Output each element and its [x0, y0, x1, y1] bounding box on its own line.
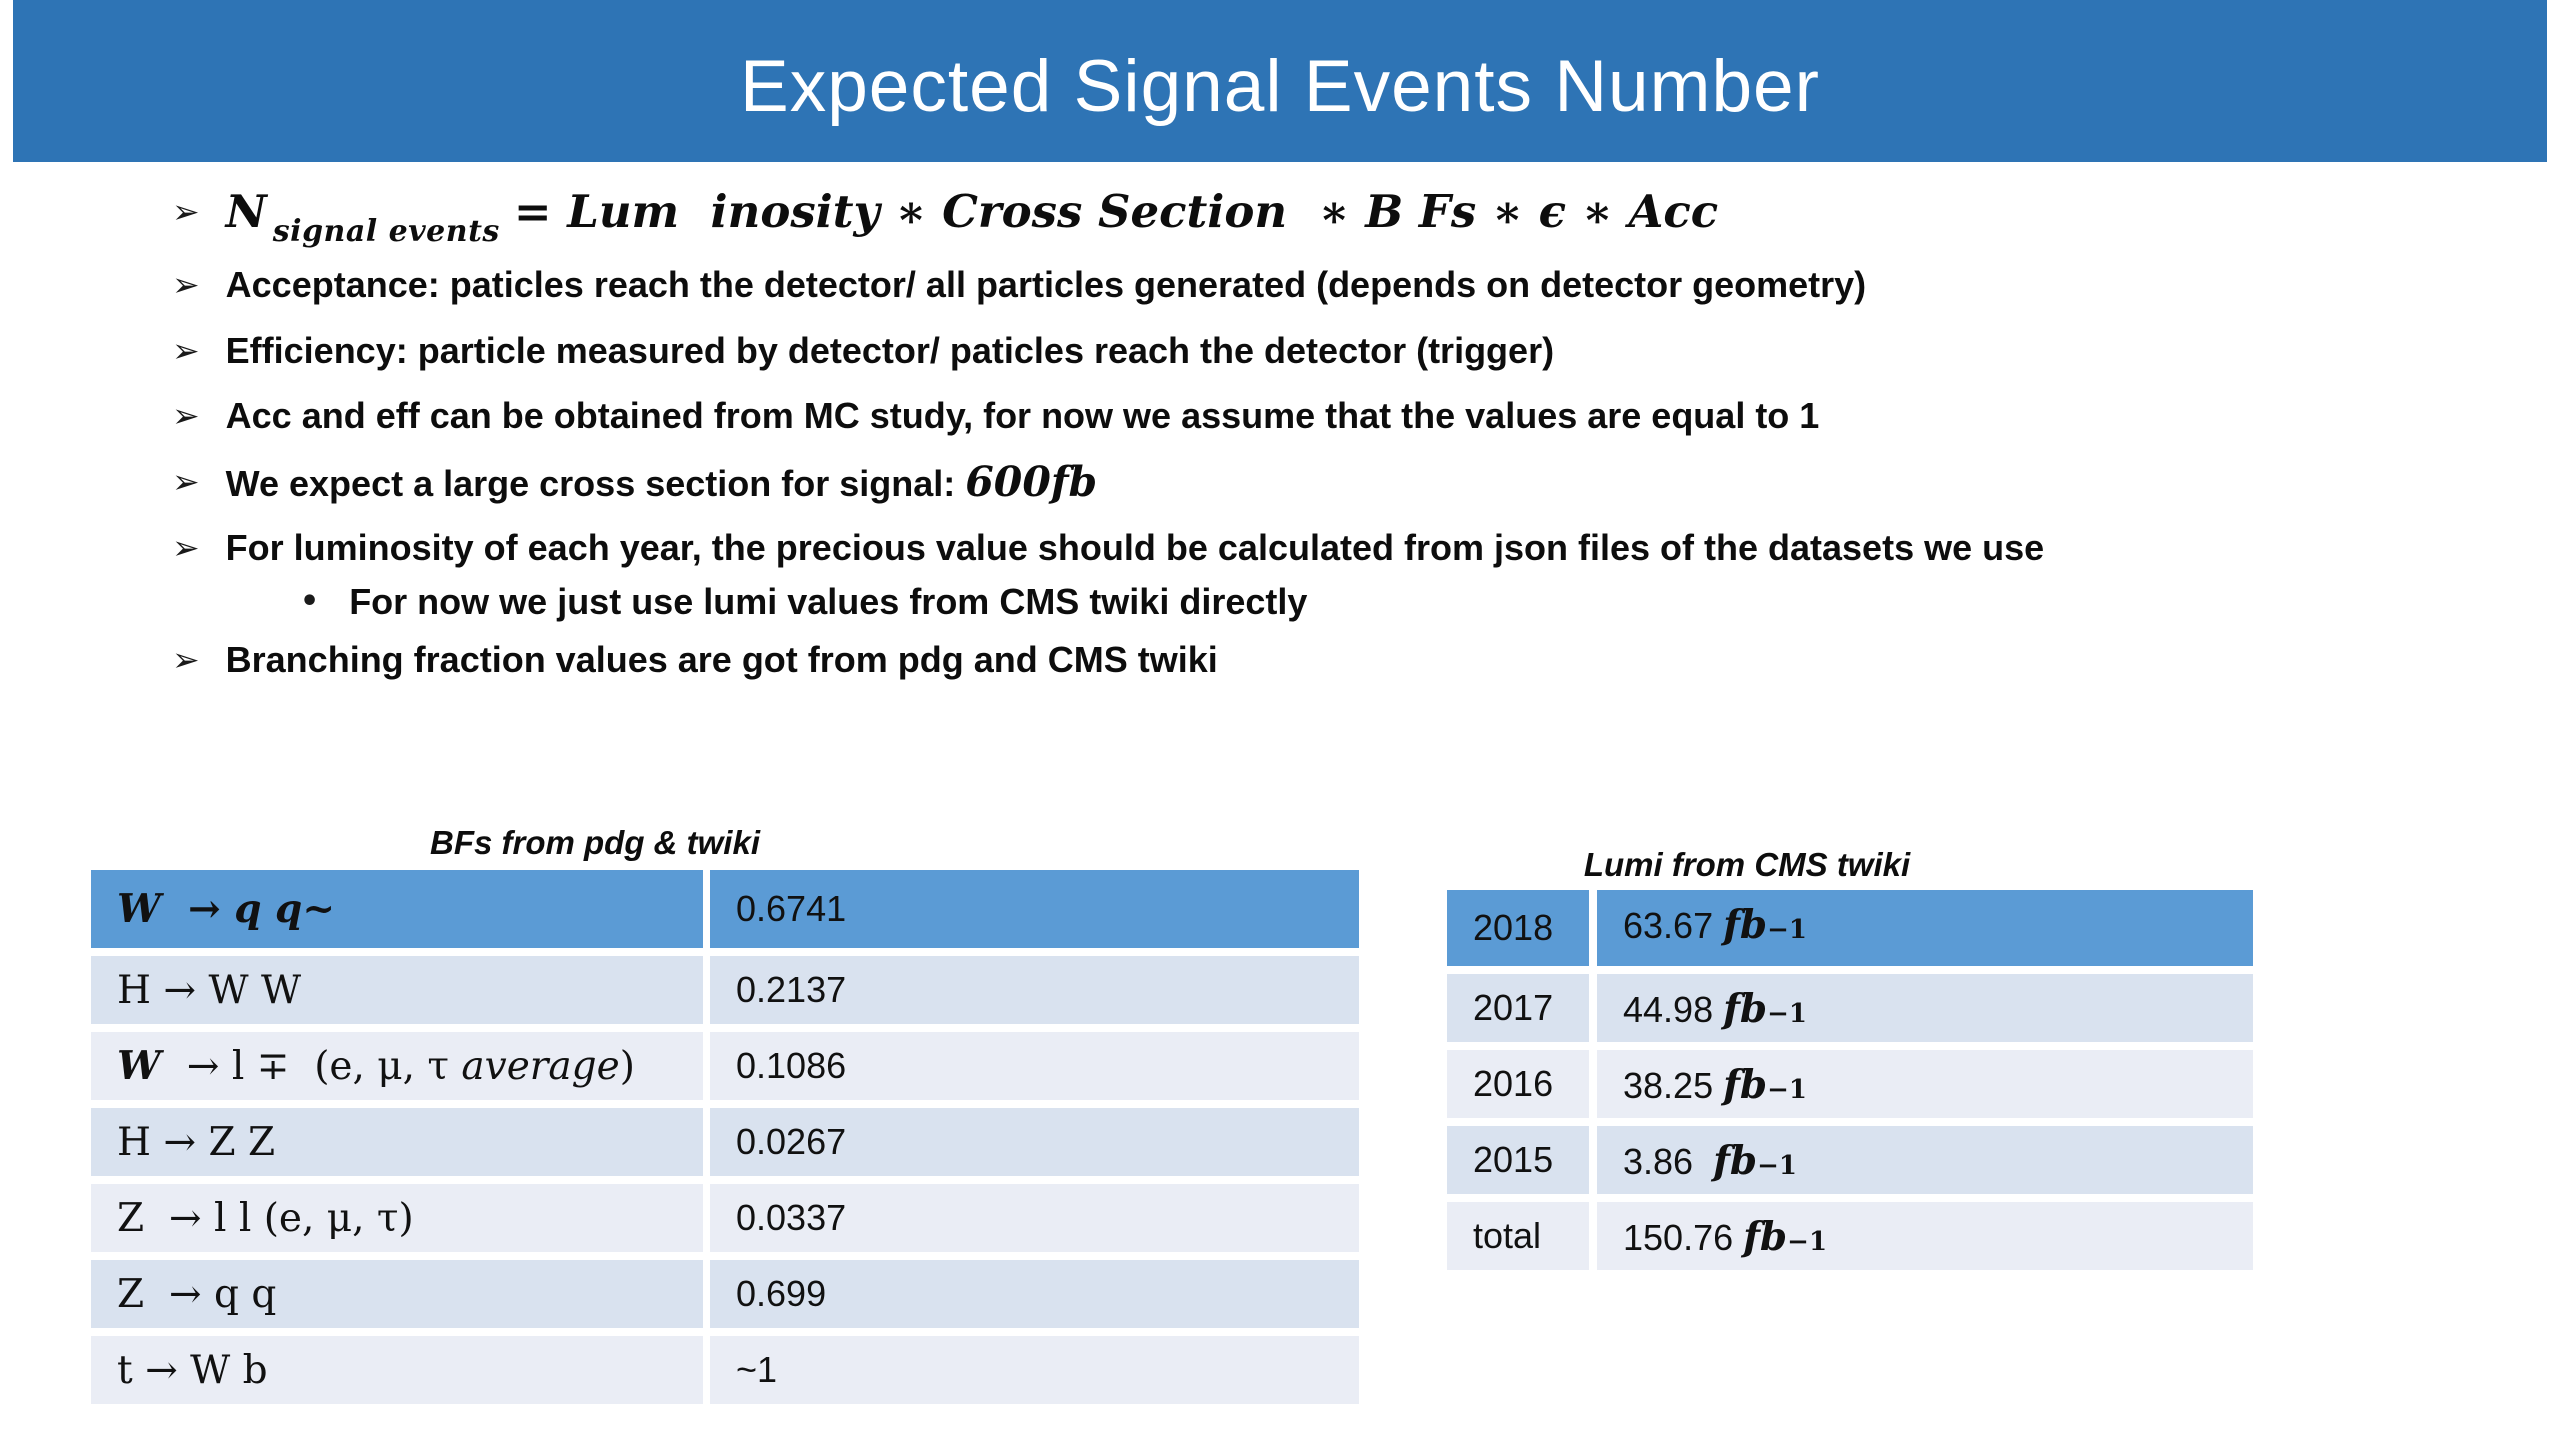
year-cell: 2015 [1447, 1126, 1597, 1194]
bullet-item: ➢ We expect a large cross section for sig… [172, 459, 1097, 507]
text-segment: Z → l l (e, μ, τ) [117, 1195, 414, 1241]
bf-table-row: Z → q q 0.699 [91, 1260, 1359, 1328]
lumi-table-caption: Lumi from CMS twiki [1583, 846, 1911, 883]
decay-cell: H → W W [91, 956, 710, 1024]
text-segment: 600fb [965, 458, 1098, 506]
bullet-text: We expect a large cross section for sign… [226, 459, 1098, 507]
bf-table-row: W → q q~ 0.6741 [91, 870, 1359, 948]
bf-value-cell: 0.0337 [736, 1197, 847, 1238]
text-segment: t → W b [117, 1347, 268, 1393]
text-segment: average [461, 1043, 620, 1089]
year-cell: 2018 [1447, 890, 1597, 966]
lumi-table-row: 2016 38.25 fb −1 [1447, 1050, 2253, 1118]
lumi-table-row: 2015 3.86 fb −1 [1447, 1126, 2253, 1194]
arrow-bullet-icon: ➢ [172, 528, 200, 567]
year-cell: 2017 [1447, 974, 1597, 1042]
text-segment: H → Z Z [117, 1119, 276, 1165]
arrow-bullet-icon: ➢ [172, 396, 200, 435]
lumi-table-row: 2018 63.67 fb −1 [1447, 890, 2253, 966]
lumi-unit: fb [1723, 986, 1768, 1032]
text-segment: W [117, 1043, 175, 1089]
text-segment: H → W W [117, 967, 302, 1013]
arrow-bullet-icon: ➢ [172, 331, 200, 370]
text-segment: → l ∓ (e, μ, τ [174, 1043, 462, 1089]
lumi-number: 150.76 [1623, 1217, 1744, 1258]
year-cell: total [1447, 1202, 1597, 1270]
lumi-value-cell: 150.76 fb −1 [1623, 1214, 1828, 1260]
lumi-value-cell: 38.25 fb −1 [1623, 1062, 1808, 1108]
dot-bullet-icon: • [300, 584, 320, 619]
bullet-item: ➢ Efficiency: particle measured by detect… [172, 328, 1554, 374]
lumi-table-row: total 150.76 fb −1 [1447, 1202, 2253, 1270]
arrow-bullet-icon: ➢ [172, 462, 200, 501]
bf-value-cell: ~1 [736, 1349, 778, 1390]
bf-value-cell: 0.1086 [736, 1045, 847, 1086]
bf-table-row: H → W W 0.2137 [91, 956, 1359, 1024]
lumi-table-row: 2017 44.98 fb −1 [1447, 974, 2253, 1042]
bf-value-cell: 0.0267 [736, 1121, 847, 1162]
bullet-text: Branching fraction values are got from p… [226, 637, 1218, 683]
decay-cell: Z → l l (e, μ, τ) [91, 1184, 710, 1252]
decay-cell: t → W b [91, 1336, 710, 1404]
text-segment: Acc and eff can be obtained from MC stud… [225, 395, 1820, 436]
text-segment: Branching fraction values are got from p… [225, 639, 1218, 680]
decay-cell: Z → q q [91, 1260, 710, 1328]
text-segment: Acceptance: paticles reach the detector/… [225, 264, 1867, 305]
bullet-text: Acceptance: paticles reach the detector/… [226, 262, 1867, 308]
text-segment: ) [619, 1043, 635, 1089]
bf-table-caption: BFs from pdg & twiki [430, 824, 760, 861]
bullet-item: ➢ Acc and eff can be obtained from MC stu… [172, 393, 1819, 439]
title-bar: Expected Signal Events Number [13, 0, 2547, 162]
decay-cell: H → Z Z [91, 1108, 710, 1176]
arrow-bullet-icon: ➢ [172, 192, 200, 231]
bullet-text: For now we just use lumi values from CMS… [349, 579, 1307, 625]
text-segment: Z → q q [117, 1271, 277, 1317]
lumi-number: 63.67 [1623, 905, 1724, 946]
bf-value-cell: 0.6741 [736, 888, 847, 929]
decay-cell: W → q q~ [91, 870, 710, 948]
bf-table-row: H → Z Z 0.0267 [91, 1108, 1359, 1176]
bf-table-row: Z → l l (e, μ, τ) 0.0337 [91, 1184, 1359, 1252]
bullet-text: Efficiency: particle measured by detecto… [226, 328, 1554, 374]
arrow-bullet-icon: ➢ [172, 640, 200, 679]
text-segment: signal events [272, 214, 500, 249]
bf-table: W → q q~ 0.6741 H → W W 0.2137 W → l ∓ (e, μ… [91, 870, 1359, 1412]
bullet-item: ➢ For luminosity of each year, the precio… [172, 525, 2044, 571]
lumi-table: 2018 63.67 fb −1 2017 44.98 fb −1 2016 38.25 fb… [1447, 890, 2253, 1278]
arrow-bullet-icon: ➢ [172, 265, 200, 304]
text-segment: For now we just use lumi values from CMS… [349, 581, 1308, 622]
text-segment: Efficiency: particle measured by detecto… [225, 330, 1555, 371]
bf-value-cell: 0.699 [736, 1273, 827, 1314]
bullet-text: Acc and eff can be obtained from MC stud… [226, 393, 1820, 439]
lumi-unit: fb [1743, 1214, 1788, 1260]
year-cell: 2016 [1447, 1050, 1597, 1118]
lumi-unit: fb [1713, 1138, 1758, 1184]
bullet-item: ➢ Acceptance: paticles reach the detector… [172, 262, 1866, 308]
bf-table-row: t → W b ~1 [91, 1336, 1359, 1404]
lumi-unit: fb [1723, 1062, 1768, 1108]
bullet-item: ➢ Branching fraction values are got from … [172, 637, 1218, 683]
bf-table-row: W → l ∓ (e, μ, τ average) 0.1086 [91, 1032, 1359, 1100]
text-segment: N [225, 185, 267, 238]
lumi-number: 3.86 [1623, 1141, 1714, 1182]
lumi-number: 44.98 [1623, 989, 1724, 1030]
lumi-number: 38.25 [1623, 1065, 1724, 1106]
text-segment: W → q q~ [117, 886, 336, 932]
text-segment: We expect a large cross section for sign… [225, 463, 966, 504]
bf-value-cell: 0.2137 [736, 969, 847, 1010]
text-segment: = Lum inosity ∗ Cross Section ∗ B Fs ∗ ϵ… [513, 185, 1719, 238]
lumi-value-cell: 44.98 fb −1 [1623, 986, 1808, 1032]
lumi-value-cell: 63.67 fb −1 [1623, 902, 1808, 948]
decay-cell: W → l ∓ (e, μ, τ average) [91, 1032, 710, 1100]
lumi-unit: fb [1723, 902, 1768, 948]
slide-title: Expected Signal Events Number [740, 45, 1820, 127]
sub-bullet-item: • For now we just use lumi values from CM… [300, 579, 1307, 625]
bullet-text: For luminosity of each year, the preciou… [226, 525, 2045, 571]
lumi-value-cell: 3.86 fb −1 [1623, 1138, 1798, 1184]
text-segment: For luminosity of each year, the preciou… [225, 527, 2045, 568]
